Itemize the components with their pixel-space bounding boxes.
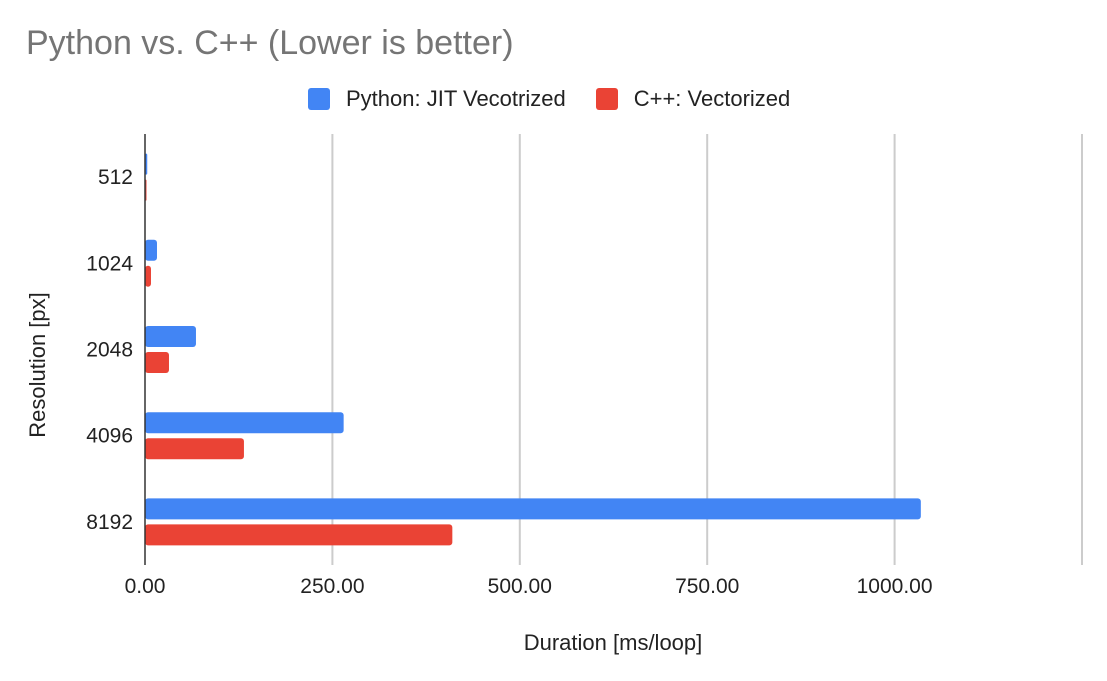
legend-swatch-series-1	[308, 88, 330, 110]
y-tick-label: 8192	[86, 511, 133, 534]
legend-label-series-2: C++: Vectorized	[633, 86, 791, 111]
y-tick-label: 512	[98, 166, 133, 189]
bar-series-2-2048[interactable]	[145, 352, 169, 373]
x-tick-label: 250.00	[300, 575, 364, 598]
chart-title: Python vs. C++ (Lower is better)	[26, 24, 514, 62]
x-tick-labels: 0.00 250.00 500.00 750.00 1000.00	[125, 575, 933, 598]
bar-series-1-4096[interactable]	[145, 412, 344, 434]
bars	[145, 153, 921, 546]
x-axis-title: Duration [ms/loop]	[524, 630, 703, 655]
bar-series-2-4096[interactable]	[145, 438, 244, 460]
y-tick-label: 2048	[86, 339, 133, 362]
x-tick-label: 0.00	[125, 575, 166, 598]
bar-series-2-1024[interactable]	[145, 265, 151, 287]
x-tick-label: 500.00	[488, 575, 552, 598]
bar-series-2-8192[interactable]	[145, 524, 453, 546]
legend-item-series-1[interactable]: Python: JIT Vecotrized	[308, 86, 566, 112]
y-tick-label: 4096	[86, 425, 133, 448]
bar-series-1-8192[interactable]	[145, 498, 921, 520]
bar-series-1-1024[interactable]	[145, 239, 157, 261]
y-tick-label: 1024	[86, 252, 133, 275]
legend-swatch-series-2	[595, 88, 618, 110]
gridlines	[331, 134, 1083, 565]
y-axis-title: Resolution [px]	[25, 292, 50, 438]
x-tick-label: 1000.00	[857, 575, 933, 598]
legend: Python: JIT Vecotrized C++: Vectorized	[308, 84, 820, 114]
x-tick-label: 750.00	[675, 575, 739, 598]
legend-label-series-1: Python: JIT Vecotrized	[346, 86, 566, 111]
legend-item-series-2[interactable]: C++: Vectorized	[595, 86, 791, 112]
bar-series-1-2048[interactable]	[145, 326, 196, 347]
y-tick-labels: 512 1024 2048 4096 8192	[86, 166, 133, 534]
